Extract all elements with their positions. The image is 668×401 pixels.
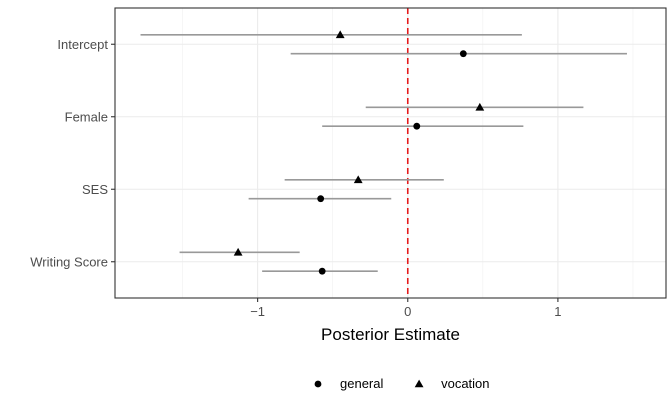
- point-vocation: [335, 30, 345, 39]
- data-marks: [140, 30, 627, 275]
- y-tick-label: Female: [65, 109, 108, 124]
- panel-border: [114, 7, 667, 299]
- x-tick-label: −1: [250, 304, 265, 319]
- y-axis: Intercept Female SES Writing Score: [30, 37, 115, 269]
- legend-key-vocation: [414, 379, 424, 388]
- point-vocation: [353, 175, 363, 184]
- x-tick-label: 1: [554, 304, 561, 319]
- y-tick-label: Intercept: [57, 37, 108, 52]
- point-general: [413, 122, 421, 130]
- x-axis-title: Posterior Estimate: [321, 325, 460, 344]
- x-axis: −1 0 1: [250, 298, 562, 319]
- y-tick-label: Writing Score: [30, 254, 108, 269]
- point-general: [318, 267, 326, 275]
- point-general: [459, 50, 467, 58]
- x-tick-label: 0: [404, 304, 411, 319]
- legend-key-general: [314, 380, 322, 388]
- legend: general vocation: [314, 376, 490, 391]
- y-tick-label: SES: [82, 182, 108, 197]
- legend-label-general: general: [340, 376, 383, 391]
- point-vocation: [475, 102, 485, 111]
- legend-label-vocation: vocation: [441, 376, 489, 391]
- point-vocation: [233, 247, 243, 256]
- grid-lines: [115, 8, 666, 298]
- point-general: [317, 195, 325, 203]
